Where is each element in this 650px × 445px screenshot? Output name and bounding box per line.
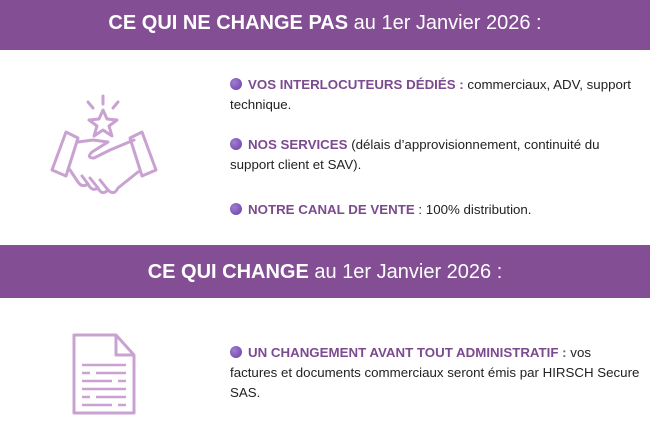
section-header-unchanged: CE QUI NE CHANGE PAS au 1er Janvier 2026… bbox=[0, 0, 650, 50]
header-bold: CE QUI CHANGE bbox=[147, 261, 309, 283]
item-text: : 100% distribution. bbox=[414, 202, 532, 217]
item-text: vos factures et documents commerciaux se… bbox=[230, 345, 640, 400]
section-header-changes: CE QUI CHANGE au 1er Janvier 2026 : bbox=[0, 245, 650, 298]
list-item: UN CHANGEMENT AVANT TOUT ADMINISTRATIF :… bbox=[230, 343, 640, 403]
handshake-icon bbox=[50, 94, 158, 195]
document-icon bbox=[72, 333, 136, 415]
bullet-icon bbox=[230, 78, 242, 90]
header-rest: au 1er Janvier 2026 : bbox=[308, 261, 503, 283]
item-key: NOS SERVICES bbox=[248, 137, 348, 152]
item-text: (délais d’approvisionnement, continuité … bbox=[230, 137, 600, 172]
list-item: VOS INTERLOCUTEURS DÉDIÉS : commerciaux,… bbox=[230, 75, 640, 115]
bullet-icon bbox=[230, 138, 242, 150]
header-bold: CE QUI NE CHANGE PAS bbox=[108, 12, 349, 34]
bullet-icon bbox=[230, 203, 242, 215]
list-item: NOS SERVICES (délais d’approvisionnement… bbox=[230, 135, 640, 175]
header-rest: au 1er Janvier 2026 : bbox=[348, 12, 542, 34]
item-key: VOS INTERLOCUTEURS DÉDIÉS : bbox=[248, 77, 464, 92]
item-text: commerciaux, ADV, support technique. bbox=[230, 77, 632, 112]
item-key: NOTRE CANAL DE VENTE bbox=[248, 202, 415, 217]
bullet-icon bbox=[230, 346, 242, 358]
list-item: NOTRE CANAL DE VENTE : 100% distribution… bbox=[230, 200, 640, 220]
item-key: UN CHANGEMENT AVANT TOUT ADMINISTRATIF : bbox=[248, 345, 567, 360]
